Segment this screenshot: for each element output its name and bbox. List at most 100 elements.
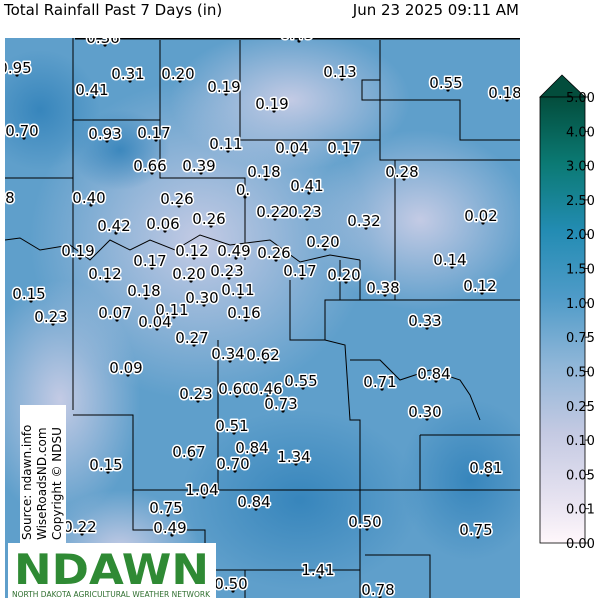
station-value: 0.51 <box>215 417 248 435</box>
station-dot <box>266 394 270 398</box>
station-value: 0.12 <box>463 277 496 295</box>
station-dot <box>274 258 278 262</box>
station-dot <box>481 221 485 225</box>
station-dot <box>364 226 368 230</box>
station-dot <box>106 470 110 474</box>
station-dot <box>318 575 322 579</box>
station-value: 0.22 <box>63 518 96 536</box>
station-value: 0.84 <box>235 439 268 457</box>
station-value: 0.67 <box>172 443 205 461</box>
station-dot <box>89 203 93 207</box>
station-value: 0.66 <box>133 157 166 175</box>
station-dot <box>128 79 132 83</box>
colorbar-tick-label: 1.50 <box>566 263 595 278</box>
station-value: 0.42 <box>97 217 130 235</box>
station-value: 0.12 <box>175 242 208 260</box>
station-value: 0.07 <box>98 304 131 322</box>
logo-box <box>8 543 216 599</box>
station-value: 0.23 <box>288 203 321 221</box>
station-dot <box>476 535 480 539</box>
station-dot <box>505 98 509 102</box>
station-dot <box>15 73 19 77</box>
station-dot <box>344 153 348 157</box>
station-dot <box>263 360 267 364</box>
station-dot <box>114 231 118 235</box>
station-dot <box>232 431 236 435</box>
station-dot <box>163 229 167 233</box>
station-dot <box>234 256 238 260</box>
station-value: 0.20 <box>327 266 360 284</box>
station-value: 0.68 <box>0 189 15 207</box>
station-dot <box>297 39 301 43</box>
station-value: 0.19 <box>207 78 240 96</box>
station-value: 0.50 <box>348 513 381 531</box>
station-value: 0.11 <box>209 135 242 153</box>
station-dot <box>301 386 305 390</box>
station-dot <box>378 595 382 598</box>
station-dot <box>425 417 429 421</box>
station-value: 0.17 <box>137 124 170 142</box>
station-dot <box>170 533 174 537</box>
colorbar-tick-label: 2.00 <box>566 228 595 243</box>
station-dot <box>105 279 109 283</box>
station-value: 0.46 <box>249 380 282 398</box>
station-value: 0.40 <box>72 189 105 207</box>
station-value: 0.13 <box>323 63 356 81</box>
station-value: 0.78 <box>361 581 394 599</box>
station-dot <box>22 136 26 140</box>
station-value: 0.75 <box>149 499 182 517</box>
station-dot <box>155 327 159 331</box>
station-value: 0.73 <box>264 395 297 413</box>
station-value: 0.28 <box>385 163 418 181</box>
station-value: 1.41 <box>301 561 334 579</box>
station-value: 0.34 <box>211 345 244 363</box>
colorbar-tick-label: 1.00 <box>566 297 595 312</box>
station-dot <box>154 138 158 142</box>
station-dot <box>480 291 484 295</box>
station-value: 0.60 <box>218 380 251 398</box>
station-value: 0.55 <box>429 74 462 92</box>
station-value: 0.30 <box>185 289 218 307</box>
station-dot <box>323 247 327 251</box>
station-dot <box>402 177 406 181</box>
station-value: 0.17 <box>133 252 166 270</box>
station-dot <box>178 79 182 83</box>
station-value: 0.62 <box>246 346 279 364</box>
station-value: 0.41 <box>75 81 108 99</box>
station-dot <box>166 513 170 517</box>
station-value: 0.14 <box>433 251 466 269</box>
station-dot <box>202 495 206 499</box>
station-dot <box>226 149 230 153</box>
map-area: 0.36 0.49 0.95 0.31 0.20 0.19 0.13 0.55 0.18 0.41… <box>0 38 520 599</box>
colorbar: 5.00 4.00 3.00 2.50 2.00 1.50 1.00 0.75 0.50 0.25… <box>539 74 595 552</box>
station-dot <box>446 88 450 92</box>
station-value: 0.20 <box>161 65 194 83</box>
station-dot <box>29 299 33 303</box>
colorbar-tick-label: 0.01 <box>566 503 595 518</box>
colorbar-tick-label: 0.75 <box>566 331 595 346</box>
station-dot <box>150 171 154 175</box>
station-dot <box>243 195 247 199</box>
station-value: 0.38 <box>366 279 399 297</box>
station-dot <box>305 217 309 221</box>
station-dot <box>227 276 231 280</box>
station-dot <box>224 92 228 96</box>
station-value: 0.39 <box>182 157 215 175</box>
colorbar-tick-label: 0.00 <box>566 537 595 552</box>
colorbar-tick-label: 0.05 <box>566 468 595 483</box>
station-dot <box>192 343 196 347</box>
station-dot <box>144 296 148 300</box>
logo-subtitle: NORTH DAKOTA AGRICULTURAL WEATHER NETWOR… <box>12 590 211 599</box>
station-dot <box>115 318 119 322</box>
station-dot <box>199 171 203 175</box>
station-dot <box>292 153 296 157</box>
station-value: 0.20 <box>172 265 205 283</box>
colorbar-tick-label: 5.00 <box>566 91 595 106</box>
source-line: Source: ndawn.info <box>20 425 34 540</box>
station-dot <box>380 387 384 391</box>
logo-name: NDAWN <box>14 545 209 594</box>
station-dot <box>300 276 304 280</box>
map-title: Total Rainfall Past 7 Days (in) <box>3 1 222 19</box>
